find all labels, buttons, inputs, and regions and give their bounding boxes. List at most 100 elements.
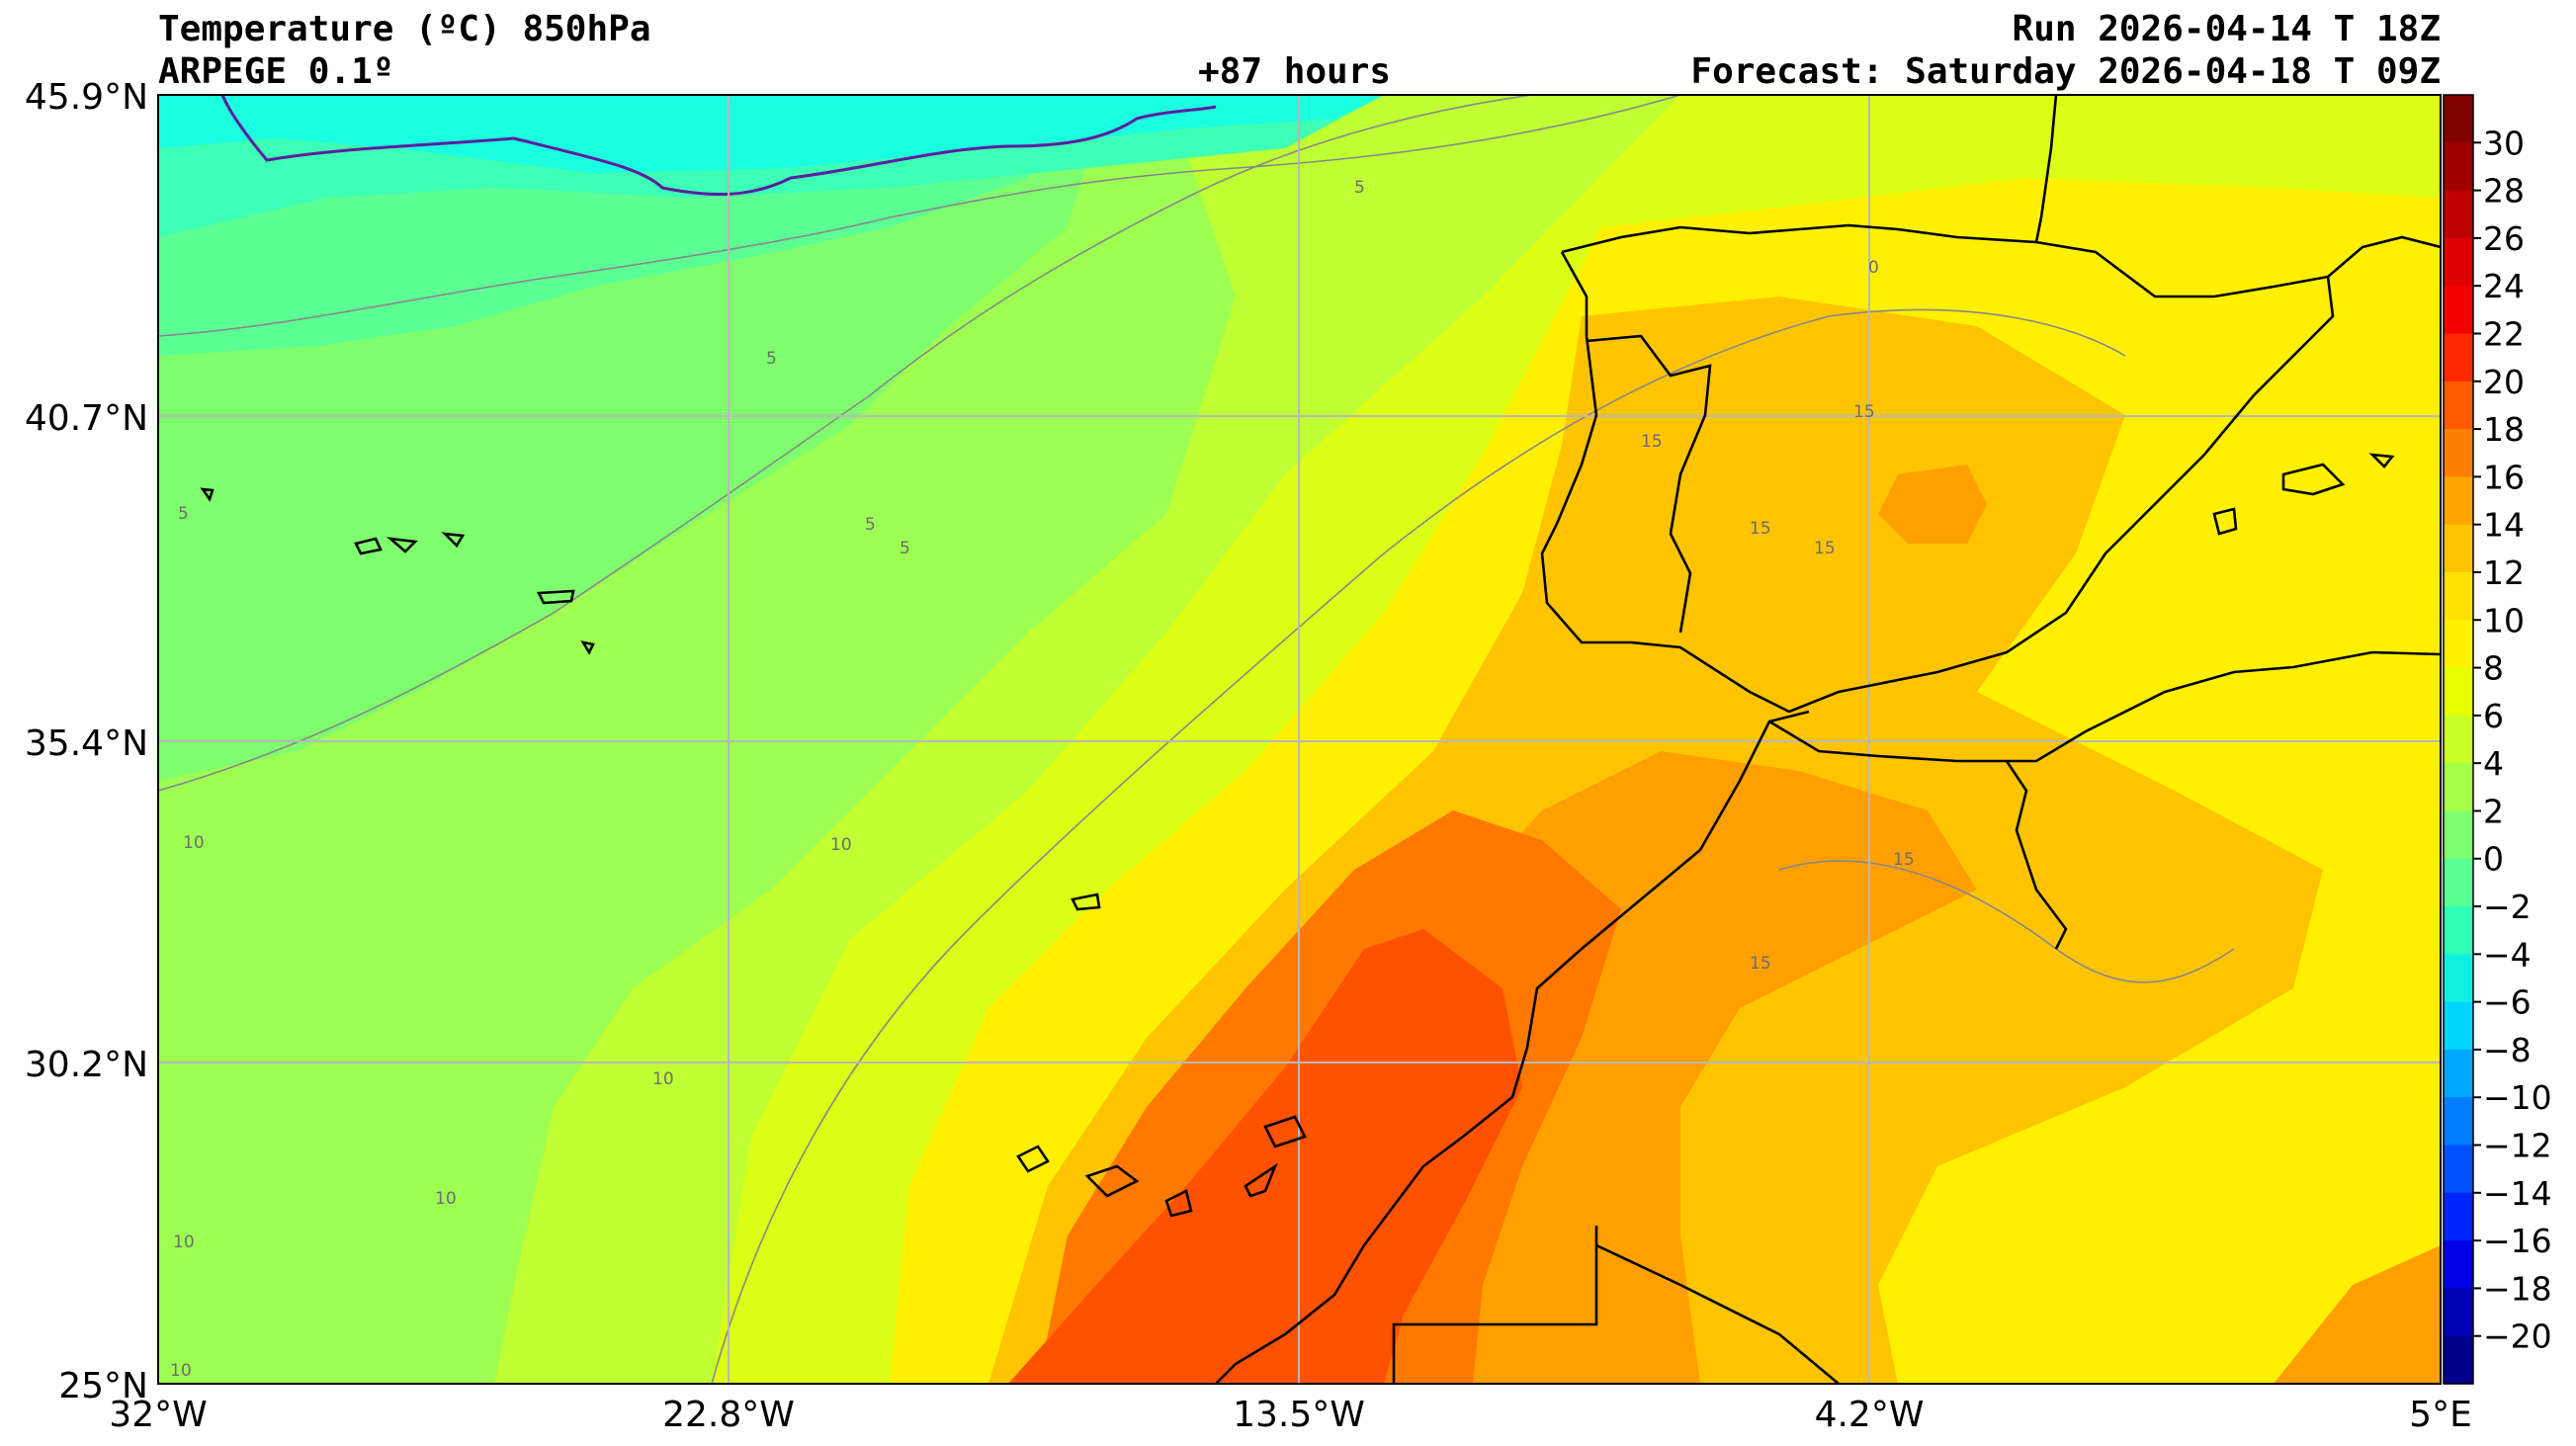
latitude-labels: 45.9°N 40.7°N 35.4°N 30.2°N 25°N (25, 77, 148, 1406)
contour-label: 15 (1750, 519, 1771, 539)
isotherm-contours (158, 95, 2235, 1384)
isotherm-0 (220, 95, 1217, 197)
colorbar-label: 24 (2483, 267, 2525, 305)
mediterranean-islands (2212, 453, 2395, 536)
contour-label: 0 (1868, 258, 1879, 278)
colorbar-segment (2444, 286, 2473, 335)
colorbar-label: 22 (2483, 314, 2525, 353)
isotherm-15-east (1778, 860, 2235, 983)
contour-label: 10 (170, 1361, 192, 1381)
colorbar-segment (2444, 1192, 2473, 1241)
colorbar-segment (2444, 667, 2473, 717)
longitude-labels: 32°W 22.8°W 13.5°W 4.2°W 5°E (109, 1395, 2472, 1435)
colorbar-segment (2444, 571, 2473, 621)
colorbar-segment (2444, 333, 2473, 383)
zero-isotherm (220, 95, 1217, 197)
colorbar-segment (2444, 763, 2473, 812)
field-band-0 (158, 95, 1384, 173)
colorbar-segment (2444, 1001, 2473, 1051)
isotherm-5 (158, 95, 1681, 337)
colorbar-label: −2 (2483, 888, 2532, 926)
colorbar-label: 10 (2483, 601, 2525, 639)
colorbar-label: 2 (2483, 792, 2504, 830)
algeria-border (2005, 760, 2068, 950)
colorbar-frame (2443, 94, 2474, 1385)
contour-label: 10 (435, 1189, 457, 1209)
model-name: ARPEGE 0.1º (158, 51, 394, 92)
colorbar-segment (2444, 858, 2473, 907)
contour-label: 15 (1893, 850, 1915, 870)
field-warm-spot (1878, 465, 1987, 544)
lon-label: 32°W (109, 1395, 207, 1435)
gridlines (158, 95, 2441, 1384)
run-time: Run 2026-04-14 T 18Z (2012, 9, 2441, 49)
contour-label: 10 (183, 833, 205, 853)
contour-label: 15 (1641, 432, 1663, 452)
colorbar-label: −10 (2483, 1078, 2552, 1117)
colorbar-segment (2444, 1335, 2473, 1385)
contour-label: 10 (830, 835, 852, 855)
mauritania-border (1595, 1243, 1840, 1384)
contour-label: 15 (1814, 539, 1836, 558)
colorbar-label: −14 (2483, 1174, 2552, 1213)
lat-label: 40.7°N (25, 398, 148, 439)
lat-label: 25°N (58, 1366, 148, 1406)
contour-label: 5 (178, 504, 189, 524)
colorbar-label: −4 (2483, 935, 2532, 974)
lat-label: 35.4°N (25, 723, 148, 764)
contour-label: 15 (1853, 402, 1875, 422)
colorbar-label: 18 (2483, 410, 2525, 449)
france-coast (1561, 95, 2058, 254)
colorbar-label: 28 (2483, 172, 2525, 211)
colorbar-label: 16 (2483, 458, 2525, 496)
colorbar-segment (2444, 190, 2473, 239)
colorbar-label: 30 (2483, 124, 2525, 162)
contour-label: 5 (865, 515, 876, 535)
north-africa-coast (1768, 650, 2441, 763)
morocco-coast (1215, 710, 1810, 1384)
colorbar-label: −16 (2483, 1222, 2552, 1260)
colorbar-label: 8 (2483, 649, 2504, 688)
contour-label: 5 (1354, 178, 1365, 198)
colorbar-segment (2444, 142, 2473, 192)
field-band-18-east (2274, 1245, 2441, 1384)
colorbar-segment (2444, 1240, 2473, 1290)
iberia-coast (1540, 235, 2441, 714)
canary-islands (1016, 1115, 1307, 1218)
colorbar-segment (2444, 810, 2473, 860)
colorbar-segment (2444, 1097, 2473, 1147)
map-frame (157, 94, 2442, 1385)
portugal-border (1586, 334, 1712, 634)
lon-label: 5°E (2409, 1395, 2472, 1435)
forecast-time: Forecast: Saturday 2026-04-18 T 09Z (1690, 51, 2441, 92)
colorbar-segment (2444, 476, 2473, 526)
coastlines (200, 95, 2441, 1384)
colorbar-label: −18 (2483, 1269, 2552, 1308)
colorbar-segment (2444, 1288, 2473, 1337)
colorbar-label: 4 (2483, 744, 2504, 783)
field-band-22 (1008, 929, 1522, 1384)
colorbar-label: 14 (2483, 506, 2525, 545)
colorbar-label: −20 (2483, 1318, 2552, 1356)
lat-label: 30.2°N (25, 1045, 148, 1085)
colorbar-label: −8 (2483, 1031, 2532, 1069)
colorbar-label: 20 (2483, 363, 2525, 401)
colorbar-label: 6 (2483, 697, 2504, 735)
lon-label: 13.5°W (1233, 1395, 1365, 1435)
colorbar-segment (2444, 1049, 2473, 1098)
map-title: Temperature (ºC) 850hPa (158, 9, 651, 49)
colorbar-segment (2444, 906, 2473, 955)
contour-label: 5 (766, 349, 777, 369)
isotherm-10 (158, 95, 1533, 792)
colorbar-segment (2444, 381, 2473, 430)
colorbar-segment (2444, 237, 2473, 287)
lon-label: 22.8°W (662, 1395, 795, 1435)
isotherm-15 (711, 308, 2126, 1384)
madeira (1071, 893, 1101, 911)
colorbar-segment (2444, 954, 2473, 1003)
colorbar-segment (2444, 95, 2473, 143)
contour-labels: 5 5 5 5 5 0 10 10 10 10 10 10 15 15 15 1… (170, 178, 1915, 1381)
contour-label: 10 (173, 1233, 195, 1252)
lead-time: +87 hours (1198, 51, 1392, 92)
